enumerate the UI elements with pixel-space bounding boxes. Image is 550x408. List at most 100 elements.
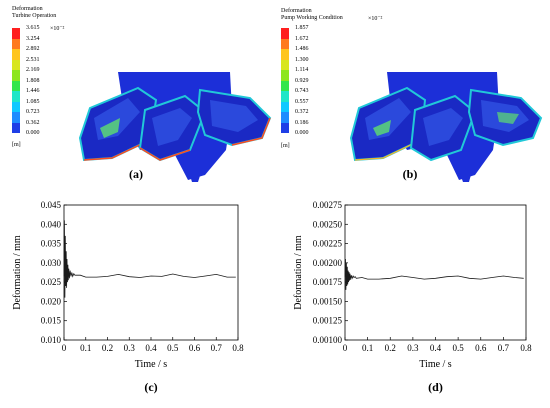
runner-blade-left-green [373,120,391,136]
legend-swatch [281,91,289,102]
series-line [63,220,236,298]
runner-blade-right-green [497,112,519,124]
legend-tick-label: 3.615 [26,25,40,31]
y-tick-label: 0.025 [41,277,62,287]
legend-tick-label: 0.186 [295,119,309,126]
legend-b-exponent: ×10⁻² [368,16,383,22]
legend-swatch [12,80,20,91]
x-tick-label: 0.5 [167,343,179,353]
panel-a: Deformation Turbine Operation ×10⁻² 3.61… [0,0,275,200]
legend-swatch [281,80,289,91]
legend-swatch [281,59,289,70]
runner-blade-left-edge [83,139,151,161]
x-tick-label: 0.6 [475,343,487,353]
y-tick-label: 0.045 [41,200,62,210]
x-tick-label: 0 [343,343,348,353]
legend-swatch [12,28,20,39]
x-tick-label: 0.7 [211,343,223,353]
runner-blade-middle-highlight [152,108,192,146]
legend-a-unit: [m] [12,142,21,148]
legend-tick-label: 3.254 [26,35,40,42]
y-tick-label: 0.00225 [313,239,343,249]
legend-tick-label: 0.723 [26,109,40,115]
legend-swatch [12,59,20,70]
y-tick-label: 0.00200 [313,258,343,268]
y-tick-label: 0.00100 [313,335,343,345]
legend-swatch [281,49,289,60]
x-tick-label: 0.7 [498,343,510,353]
runner-blade-left-edge [354,139,422,161]
y-tick-label: 0.010 [41,335,62,345]
legend-tick-label: 1.672 [295,35,309,42]
legend-swatch [281,70,289,81]
caption-a: (a) [129,167,143,181]
legend-swatch [12,91,20,102]
legend-tick-label: 1.085 [26,98,40,105]
legend-tick-label: 0.372 [295,109,309,115]
y-tick-label: 0.020 [41,296,62,306]
x-tick-label: 0.3 [124,343,136,353]
legend-tick-label: 1.857 [295,25,309,31]
y-tick-label: 0.00250 [313,219,343,229]
runner-blade-middle-highlight [423,108,463,146]
x-axis-label: Time / s [419,359,452,370]
x-tick-label: 0.8 [520,343,532,353]
legend-tick-label: 0.929 [295,77,309,84]
legend-a-title-line1: Deformation [12,6,43,12]
x-tick-label: 0.2 [102,343,113,353]
chart-caption: (c) [144,380,157,394]
x-tick-label: 0.6 [189,343,201,353]
x-tick-label: 0.8 [232,343,244,353]
legend-tick-label: 2.892 [26,46,40,52]
y-tick-label: 0.030 [41,258,62,268]
legend-a-exponent: ×10⁻² [50,26,65,32]
x-tick-label: 0.1 [80,343,91,353]
legend-swatch [12,122,20,133]
legend-swatch [281,122,289,133]
legend-tick-label: 0.000 [26,130,40,136]
y-axis-label: Deformation / mm [12,235,23,310]
y-axis-label: Deformation / mm [293,235,304,310]
legend-b-title-line2: Pump Working Condition [281,15,343,21]
y-tick-label: 0.035 [41,239,62,249]
legend-b-title-line1: Deformation [281,8,312,14]
y-tick-label: 0.00150 [313,296,343,306]
runner-deformation-contour-a [78,72,272,182]
chart-caption: (d) [428,380,443,394]
runner-blade-middle-edge [139,147,191,161]
x-tick-label: 0.3 [407,343,419,353]
plot-area-frame [344,204,527,341]
legend-swatch [281,28,289,39]
y-tick-label: 0.015 [41,316,62,326]
legend-a-title-line2: Turbine Operation [12,13,57,19]
x-axis-label: Time / s [135,359,168,370]
runner-cone-tip [455,160,475,182]
legend-tick-label: 2.169 [26,67,40,73]
runner-blade-left-green [100,118,120,138]
legend-tick-label: 0.743 [295,88,309,94]
x-tick-label: 0.2 [385,343,396,353]
legend-tick-label: 0.000 [295,130,309,136]
legend-tick-label: 1.486 [295,46,309,52]
legend-tick-label: 1.114 [295,67,309,73]
legend-swatch [12,101,20,112]
legend-swatch [281,112,289,123]
legend-tick-label: 1.446 [26,88,40,94]
legend-tick-label: 2.531 [26,56,40,63]
x-tick-label: 0.4 [145,343,157,353]
y-tick-label: 0.00275 [313,200,343,210]
legend-swatch [12,49,20,60]
caption-b: (b) [402,167,418,181]
series-line [344,258,524,290]
plot-area-frame [63,204,239,341]
runner-cone-tip [185,160,205,182]
legend-swatch [12,38,20,49]
legend-tick-label: 0.362 [26,119,40,126]
legend-a-colorbar: 3.615 3.254 2.892 2.531 2.169 1.808 1.446 1.085… [12,25,62,140]
legend-swatch [12,112,20,123]
runner-deformation-contour-b [349,72,543,182]
panel-b: Deformation Pump Working Condition ×10⁻²… [275,0,550,200]
legend-swatch [281,101,289,112]
x-tick-label: 0.4 [430,343,442,353]
chart-d-deformation-pump: 0.00100 0.00125 0.00150 0.00175 0.00200 0.002… [293,200,532,394]
